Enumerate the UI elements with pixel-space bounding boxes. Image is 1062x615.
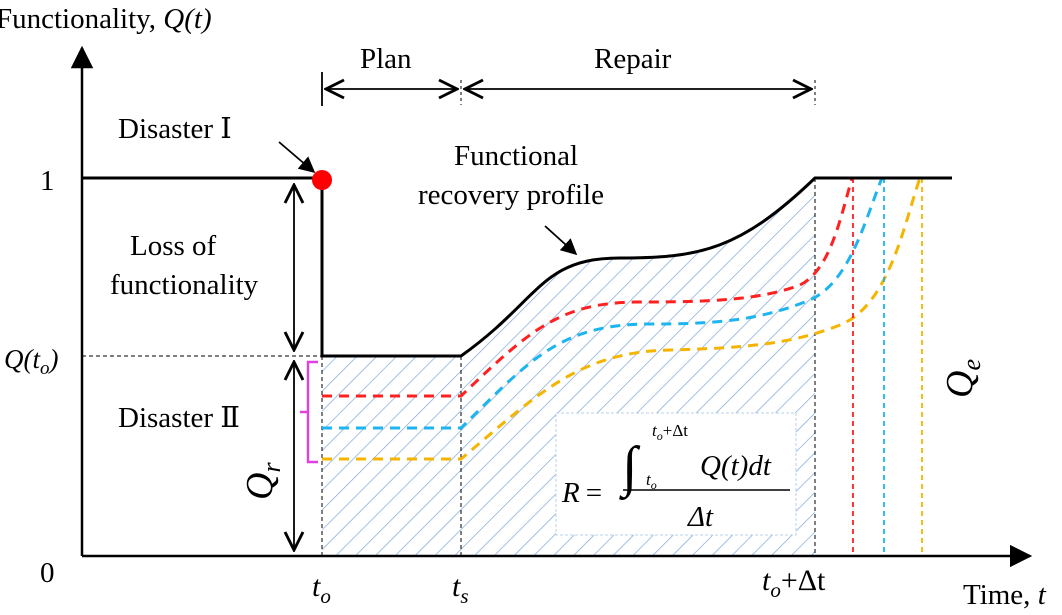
svg-text:Qe: Qe [939, 359, 986, 398]
formula-denominator: Δt [687, 501, 714, 533]
t-o-tick-label: to [312, 570, 331, 608]
recovery-label-line2: recovery profile [418, 179, 604, 211]
x-axis-title: Time, t [963, 579, 1047, 611]
recovery-profile-arrow [544, 225, 578, 256]
formula-lhs: R = [561, 477, 602, 509]
blue-recovery-curve [322, 177, 884, 430]
repair-label: Repair [594, 43, 672, 75]
tick-one: 1 [40, 165, 55, 197]
t-s-tick-label: ts [452, 570, 469, 608]
qr-label: Qr [239, 462, 286, 500]
plan-label: Plan [360, 43, 412, 75]
formula-lower-limit: to [646, 470, 657, 492]
yellow-recovery-curve [322, 177, 922, 461]
recovery-label-line1: Functional [454, 140, 578, 172]
magenta-bracket [300, 360, 318, 464]
qe-label: Qe [939, 359, 986, 398]
functional-recovery-profile [82, 176, 952, 358]
formula-integral-sign: ∫ [619, 436, 641, 501]
disaster-1-arrow [278, 141, 316, 174]
formula-upper-limit: to+Δt [652, 421, 688, 443]
loss-label-line2: functionality [110, 269, 259, 301]
t-end-tick-label: to+Δt [762, 564, 826, 602]
red-recovery-curve [322, 177, 854, 398]
svg-text:Qr: Qr [239, 462, 286, 500]
tick-zero: 0 [40, 557, 55, 589]
formula-integrand: Q(t)dt [700, 450, 772, 482]
disaster-point [312, 170, 332, 190]
disaster-1-label: Disaster Ⅰ [118, 113, 232, 145]
formula-box [555, 412, 797, 536]
loss-label-line1: Loss of [130, 230, 217, 262]
q-to-label: Q(to) [4, 344, 59, 379]
disaster-2-label: Disaster Ⅱ [118, 402, 240, 434]
y-axis-title: Functionality, Q(t) [0, 3, 212, 35]
